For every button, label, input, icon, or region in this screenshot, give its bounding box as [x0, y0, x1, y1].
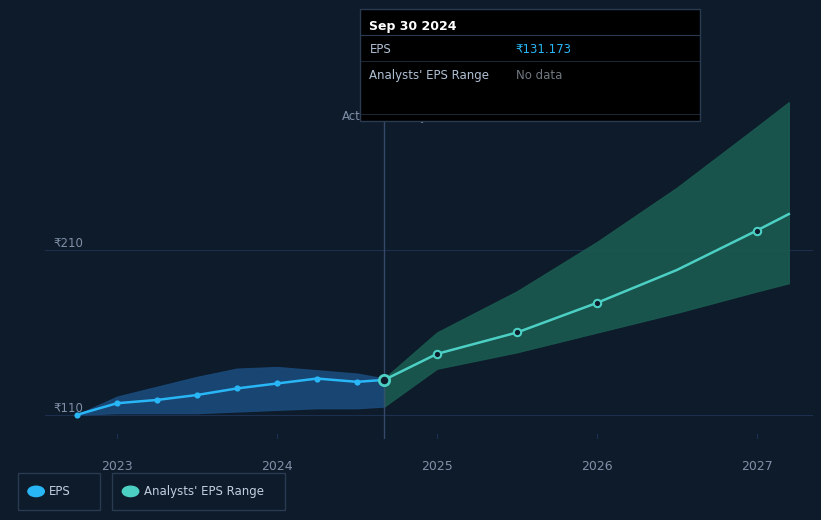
Text: 2025: 2025 — [421, 460, 453, 473]
Point — [150, 396, 163, 404]
Point — [511, 328, 524, 336]
Point — [430, 350, 443, 358]
Text: 2027: 2027 — [741, 460, 773, 473]
Text: EPS: EPS — [49, 485, 71, 498]
Point — [71, 411, 84, 419]
Point — [750, 226, 764, 235]
Text: Analysts Forecasts: Analysts Forecasts — [394, 110, 503, 123]
Text: EPS: EPS — [369, 43, 391, 56]
Text: Actual: Actual — [342, 110, 379, 123]
Point — [590, 298, 603, 307]
Text: Analysts' EPS Range: Analysts' EPS Range — [144, 485, 264, 498]
Point — [111, 399, 124, 407]
Text: 2024: 2024 — [261, 460, 293, 473]
Text: ₹131.173: ₹131.173 — [516, 43, 571, 56]
Point — [378, 376, 391, 384]
Text: 2026: 2026 — [581, 460, 612, 473]
Point — [231, 384, 244, 393]
Text: Sep 30 2024: Sep 30 2024 — [369, 20, 457, 33]
Point — [378, 376, 391, 384]
Text: No data: No data — [516, 69, 562, 82]
Text: ₹210: ₹210 — [53, 237, 83, 250]
Text: 2023: 2023 — [101, 460, 133, 473]
Point — [351, 378, 364, 386]
Point — [190, 391, 204, 399]
Point — [310, 374, 323, 383]
Text: Analysts' EPS Range: Analysts' EPS Range — [369, 69, 489, 82]
Text: ₹110: ₹110 — [53, 402, 83, 415]
Point — [270, 379, 283, 387]
